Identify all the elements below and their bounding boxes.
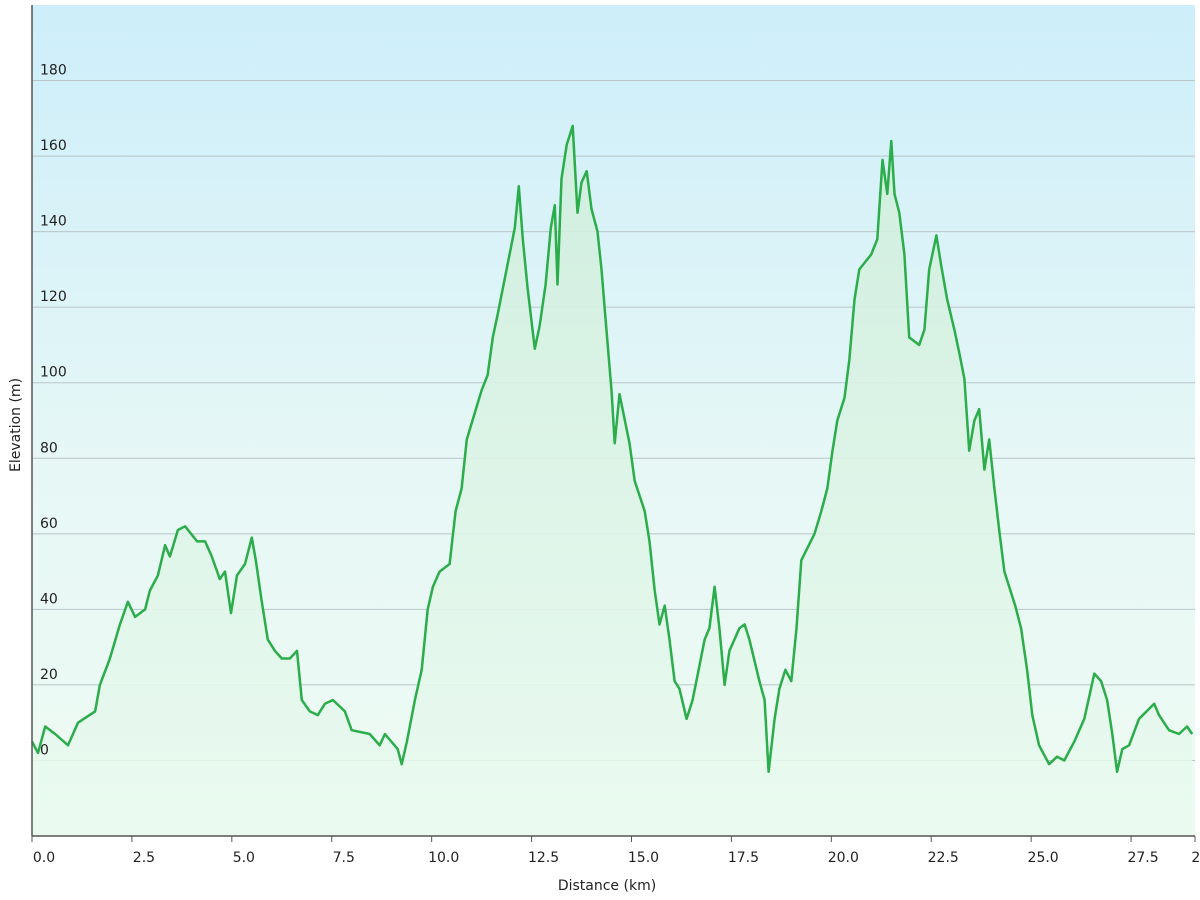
y-tick-label: 160 xyxy=(40,138,67,154)
y-tick-label: 0 xyxy=(40,742,49,758)
y-tick-label: 180 xyxy=(40,63,67,79)
y-tick-label: 60 xyxy=(40,516,58,532)
elevation-line xyxy=(30,124,1194,774)
y-tick-label: 80 xyxy=(40,440,58,456)
x-tick-label: 20.0 xyxy=(828,850,859,866)
x-tick-label: 10.0 xyxy=(428,850,459,866)
x-tick-label: 7.5 xyxy=(333,850,355,866)
x-tick-label: 25.0 xyxy=(1028,850,1059,866)
x-tick-label: 0.0 xyxy=(33,850,55,866)
x-tick-label: 29.1 xyxy=(1191,850,1200,866)
x-tick-label: 15.0 xyxy=(628,850,659,866)
x-tick-label: 17.5 xyxy=(728,850,759,866)
y-tick-label: 40 xyxy=(40,591,58,607)
x-tick-label: 5.0 xyxy=(233,850,255,866)
x-axis-label: Distance (km) xyxy=(558,878,656,894)
x-tick-label: 2.5 xyxy=(133,850,155,866)
area xyxy=(32,125,1193,836)
y-tick-label: 100 xyxy=(40,365,67,381)
x-tick-label: 22.5 xyxy=(928,850,959,866)
axes xyxy=(31,5,1196,842)
marks xyxy=(30,124,1194,836)
x-tick-label: 27.5 xyxy=(1127,850,1158,866)
y-tick-label: 20 xyxy=(40,667,58,683)
y-axis-label: Elevation (m) xyxy=(8,378,24,472)
y-tick-label: 120 xyxy=(40,289,67,305)
x-tick-label: 12.5 xyxy=(528,850,559,866)
y-tick-label: 140 xyxy=(40,214,67,230)
